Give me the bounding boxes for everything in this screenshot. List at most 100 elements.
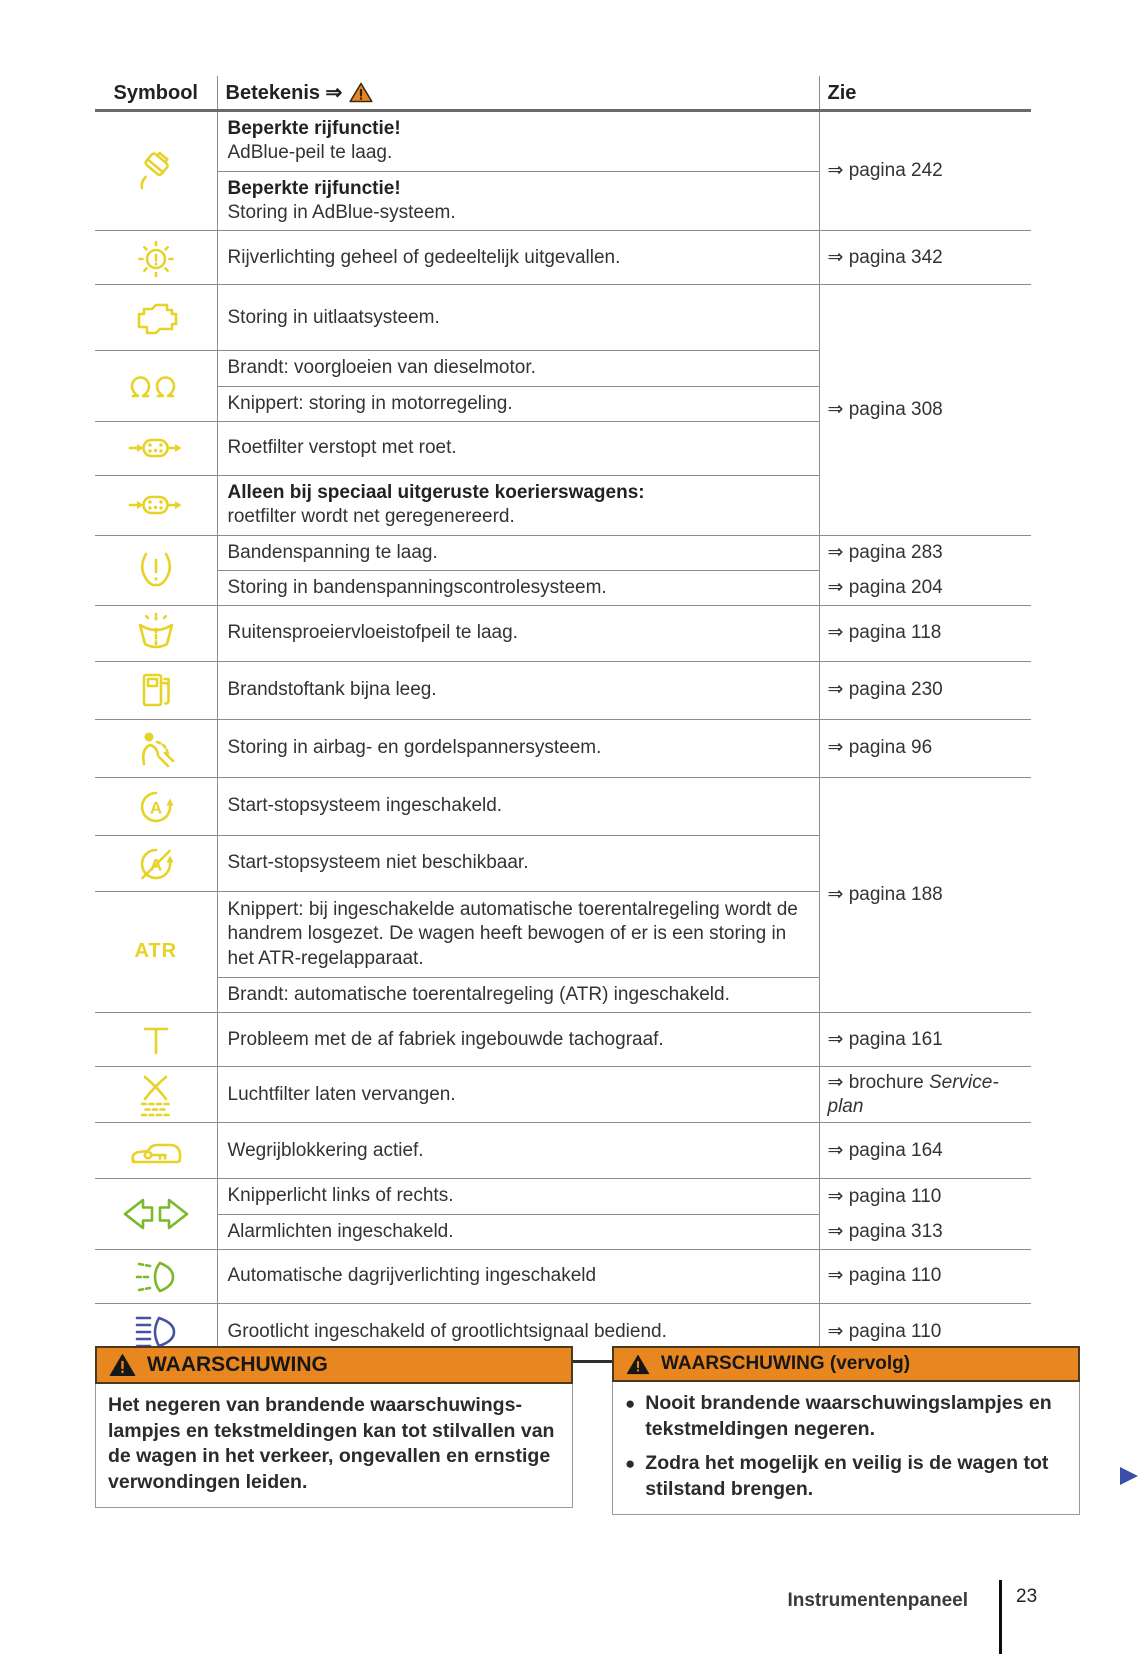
atr-indicator: ATR	[134, 940, 178, 963]
symbol-cell	[95, 230, 217, 286]
air-filter-icon	[133, 1071, 179, 1119]
zie-cell: ⇒ pagina 204	[819, 570, 1031, 607]
meaning-cell: Probleem met de af fabriek ingebouwde ta…	[216, 1012, 820, 1068]
zie-cell: ⇒ pagina 110	[819, 1249, 1031, 1305]
warning-triangle-icon	[626, 1354, 650, 1374]
symbol-cell	[95, 284, 217, 352]
check-engine-icon	[131, 299, 181, 337]
zie-cell: ⇒ pagina 230	[819, 661, 1031, 721]
zie-cell: ⇒ pagina 308	[819, 284, 1031, 536]
meaning-cell: Storing in bandenspanningscontrolesystee…	[216, 569, 820, 607]
glow-plug-icon	[129, 369, 183, 403]
symbol-cell	[95, 1066, 217, 1124]
table-row: A Start-stopsysteem niet beschikbaar.	[95, 835, 1031, 893]
svg-text:A: A	[150, 798, 162, 817]
zie-cell: ⇒ pagina 118	[819, 605, 1031, 663]
meaning-cell: Alleen bij speciaal uitgeruste koeriersw…	[216, 474, 820, 536]
warning-box-header: WAARSCHUWING (vervolg)	[612, 1346, 1080, 1382]
symbol-cell: A	[95, 835, 217, 893]
table-row: Beperkte rijfunctie! AdBlue-peil te laag…	[95, 110, 1031, 232]
meaning-cell: Beperkte rijfunctie! AdBlue-peil te laag…	[216, 110, 820, 172]
start-stop-off-icon: A	[133, 841, 179, 887]
page-number: 23	[1016, 1586, 1038, 1607]
symbol-cell	[95, 535, 217, 607]
symbol-cell	[95, 1178, 217, 1251]
particulate-filter-icon	[128, 430, 184, 466]
airbag-icon	[133, 726, 179, 772]
immobilizer-icon	[128, 1133, 184, 1169]
footer-chapter-label: Instrumentenpaneel	[787, 1590, 968, 1611]
table-row: Knipperlicht links of rechts. ⇒ pagina 1…	[95, 1178, 1031, 1251]
table-row: Storing in airbag- en gordelspannersyste…	[95, 719, 1031, 779]
symbol-cell: ATR	[95, 891, 217, 1014]
meaning-cell: Storing in airbag- en gordelspannersyste…	[216, 719, 820, 779]
symbol-cell	[95, 1122, 217, 1180]
bullet-icon: ●	[625, 1394, 636, 1413]
symbol-cell	[95, 605, 217, 663]
table-row: Brandt: automatische toerentalregeling (…	[95, 977, 1031, 1014]
meaning-cell: Rijverlichting geheel of gedeeltelijk ui…	[216, 230, 820, 286]
warning-title: WAARSCHUWING	[147, 1353, 328, 1376]
meaning-cell: Storing in uitlaatsysteem.	[216, 284, 820, 352]
table-row: ATR Knippert: bij ingeschakelde automati…	[95, 891, 1031, 1014]
fuel-pump-icon	[133, 668, 179, 714]
headlight-failure-icon	[133, 235, 179, 281]
table-row: Luchtfilter laten vervangen. ⇒ brochure …	[95, 1066, 1031, 1124]
meaning-cell: Start-stopsysteem niet beschikbaar.	[216, 835, 820, 893]
table-row: Rijverlichting geheel of gedeeltelijk ui…	[95, 230, 1031, 286]
table-header-row: Symbool Betekenis ⇒ Zie	[95, 76, 1031, 112]
table-row: Ruitensproeiervloeistofpeil te laag. ⇒ p…	[95, 605, 1031, 663]
meaning-cell: Luchtfilter laten vervangen.	[216, 1066, 820, 1124]
warning-triangle-icon	[349, 82, 373, 103]
zie-cell: ⇒ pagina 188	[819, 777, 1031, 1014]
zie-cell: ⇒ brochure Service-plan	[819, 1066, 1031, 1124]
zie-cell: ⇒ pagina 342	[819, 230, 1031, 286]
meaning-cell: Beperkte rijfunctie! Storing in AdBlue-s…	[216, 170, 820, 232]
symbol-cell	[95, 350, 217, 422]
table-row: A Start-stopsysteem ingeschakeld. ⇒ pagi…	[95, 777, 1031, 1014]
particulate-filter-icon	[128, 487, 184, 523]
meaning-cell: Start-stopsysteem ingeschakeld.	[216, 777, 820, 837]
tachograph-icon	[135, 1021, 177, 1059]
meaning-cell: Knippert: bij ingeschakelde automatische…	[216, 891, 820, 979]
adblue-pouring-icon	[133, 148, 179, 194]
symbol-cell	[95, 475, 217, 536]
table-row: Bandenspanning te laag. ⇒ pagina 283	[95, 534, 1031, 607]
column-header-symbol: Symbool	[95, 76, 217, 112]
meaning-cell: Knippert: storing in motorregeling.	[216, 385, 820, 422]
table-row: Storing in bandenspanningscontrolesystee…	[95, 569, 1031, 607]
warning-box-header: WAARSCHUWING	[95, 1346, 573, 1384]
zie-cell: ⇒ pagina 96	[819, 719, 1031, 779]
zie-cell: ⇒ pagina 242	[819, 110, 1031, 232]
tyre-pressure-icon	[133, 548, 179, 592]
meaning-cell: Wegrijblokkering actief.	[216, 1122, 820, 1180]
zie-cell: ⇒ pagina 164	[819, 1122, 1031, 1180]
table-row: Beperkte rijfunctie! Storing in AdBlue-s…	[95, 170, 1031, 232]
symbol-cell: A	[95, 777, 217, 837]
column-header-meaning: Betekenis ⇒	[216, 76, 820, 112]
symbol-cell	[95, 110, 217, 232]
symbol-cell	[95, 719, 217, 779]
meaning-cell: Brandt: voorgloeien van dieselmotor.	[216, 350, 820, 387]
table-row: Storing in uitlaatsysteem. ⇒ pagina 308	[95, 284, 1031, 536]
warning-bullet: ● Nooit brandende waarschuwingslampjes e…	[625, 1391, 1067, 1442]
zie-cell: ⇒ pagina 161	[819, 1012, 1031, 1068]
table-row: Alleen bij speciaal uitgeruste koeriersw…	[95, 474, 1031, 536]
meaning-cell: Ruitensproeiervloeistofpeil te laag.	[216, 605, 820, 663]
bullet-icon: ●	[625, 1454, 636, 1474]
warning-box-continued: WAARSCHUWING (vervolg) ● Nooit brandende…	[612, 1346, 1080, 1515]
table-row: Probleem met de af fabriek ingebouwde ta…	[95, 1012, 1031, 1068]
daytime-running-light-icon	[131, 1255, 181, 1299]
table-row: Brandstoftank bijna leeg. ⇒ pagina 230	[95, 661, 1031, 721]
meaning-cell: Bandenspanning te laag.	[216, 534, 820, 571]
symbol-cell	[95, 421, 217, 476]
warning-symbols-table: Symbool Betekenis ⇒ Zie	[95, 76, 1031, 1364]
table-row: Knippert: storing in motorregeling.	[95, 385, 1031, 422]
footer-divider	[999, 1580, 1002, 1654]
next-page-arrow-icon	[1120, 1467, 1138, 1485]
meaning-cell: Brandt: automatische toerentalregeling (…	[216, 977, 820, 1014]
washer-fluid-icon	[133, 612, 179, 656]
meaning-cell: Roetfilter verstopt met roet.	[216, 420, 820, 476]
turn-signals-icon	[117, 1193, 195, 1235]
